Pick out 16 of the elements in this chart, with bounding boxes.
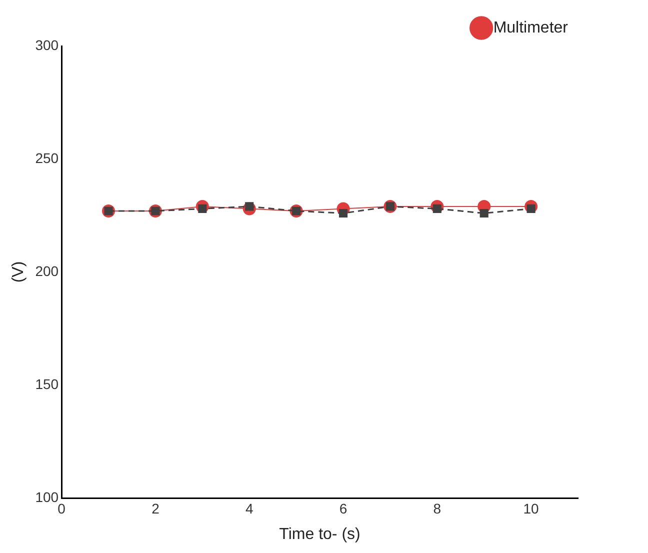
y-tick-label: 200 xyxy=(35,262,59,279)
y-tick-label: 150 xyxy=(35,376,59,392)
y-tick-label: 300 xyxy=(35,36,59,53)
point xyxy=(480,208,488,218)
x-tick-label: 8 xyxy=(433,500,442,516)
point xyxy=(338,208,348,218)
x-tick-label: 10 xyxy=(523,500,540,516)
x-tick-label: 2 xyxy=(152,500,160,516)
x-tick-label: 6 xyxy=(339,500,348,516)
x-tick-label: 4 xyxy=(245,500,254,516)
x-axis-title: Time to- (s) xyxy=(279,526,360,543)
y-tick-label: 100 xyxy=(35,488,59,505)
legend-label: Multimeter xyxy=(493,19,569,36)
x-tick-label: 0 xyxy=(58,500,66,516)
y-axis-title: (V) xyxy=(10,261,28,283)
y-tick-label: 250 xyxy=(35,150,59,166)
